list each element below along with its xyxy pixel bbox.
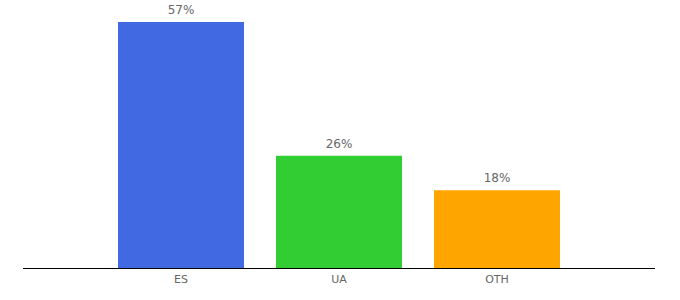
svg-text:18%: 18% <box>484 171 511 185</box>
svg-text:26%: 26% <box>326 137 353 151</box>
svg-text:57%: 57% <box>168 3 195 17</box>
svg-text:OTH: OTH <box>485 273 509 286</box>
svg-text:ES: ES <box>174 273 188 286</box>
svg-text:UA: UA <box>331 273 347 286</box>
